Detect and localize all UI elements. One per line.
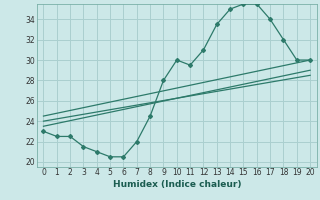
X-axis label: Humidex (Indice chaleur): Humidex (Indice chaleur) [113, 180, 241, 189]
